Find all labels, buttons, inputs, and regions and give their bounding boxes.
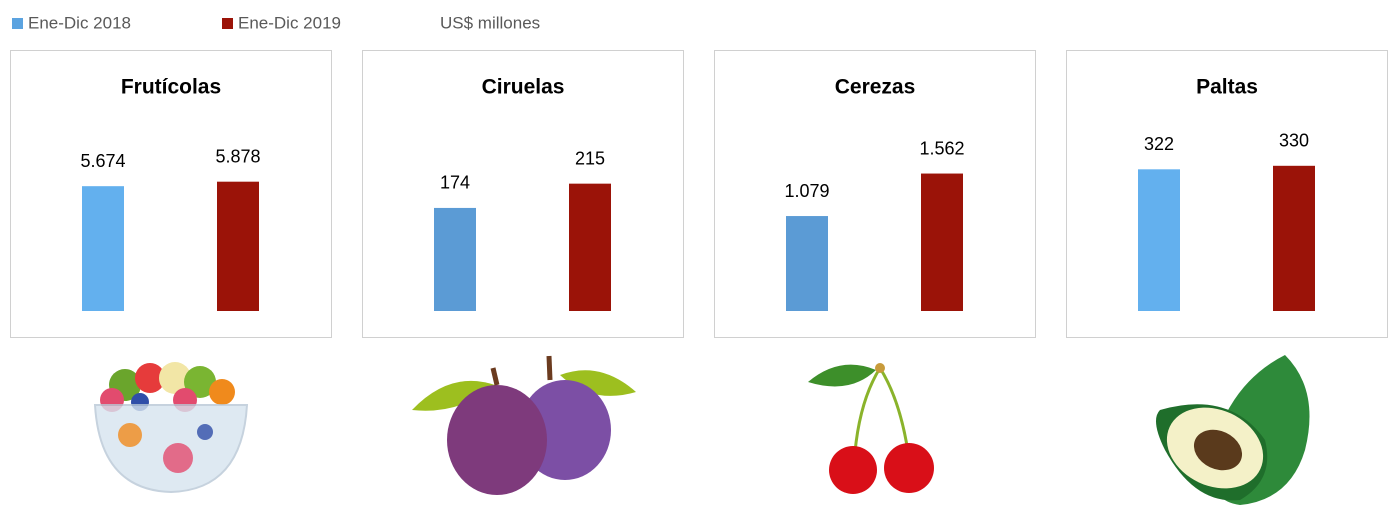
- bar: [569, 184, 611, 311]
- value-label: 174: [440, 173, 470, 193]
- value-label: 330: [1279, 131, 1309, 151]
- plum-icon: [412, 356, 636, 495]
- dashboard: Ene-Dic 2018 Ene-Dic 2019 US$ millones Frut…: [0, 0, 1388, 507]
- chart-title: Paltas: [1196, 76, 1258, 99]
- bar: [217, 182, 259, 311]
- bar: [434, 208, 476, 311]
- value-label: 1.562: [919, 138, 964, 158]
- page: Ene-Dic 2018 Ene-Dic 2019 US$ millones Frut…: [0, 0, 1388, 507]
- legend-swatch: [12, 18, 23, 29]
- legend-swatch: [222, 18, 233, 29]
- legend-label: Ene-Dic 2018: [28, 13, 131, 32]
- bar: [82, 186, 124, 311]
- cherry-icon: [808, 363, 934, 494]
- bar: [1138, 169, 1180, 311]
- avocado-icon: [1154, 355, 1310, 505]
- legend-label: Ene-Dic 2019: [238, 13, 341, 32]
- fruit-bowl-icon: [95, 362, 247, 492]
- chart-title: Frutícolas: [121, 76, 221, 99]
- value-label: 215: [575, 148, 605, 168]
- unit-label: US$ millones: [440, 13, 540, 32]
- value-label: 1.079: [784, 181, 829, 201]
- chart-title: Cerezas: [835, 76, 916, 99]
- chart-title: Ciruelas: [482, 76, 565, 99]
- bar: [1273, 166, 1315, 311]
- value-label: 5.674: [80, 151, 125, 171]
- value-label: 322: [1144, 134, 1174, 154]
- bar: [786, 216, 828, 311]
- value-label: 5.878: [215, 146, 260, 166]
- bar: [921, 174, 963, 311]
